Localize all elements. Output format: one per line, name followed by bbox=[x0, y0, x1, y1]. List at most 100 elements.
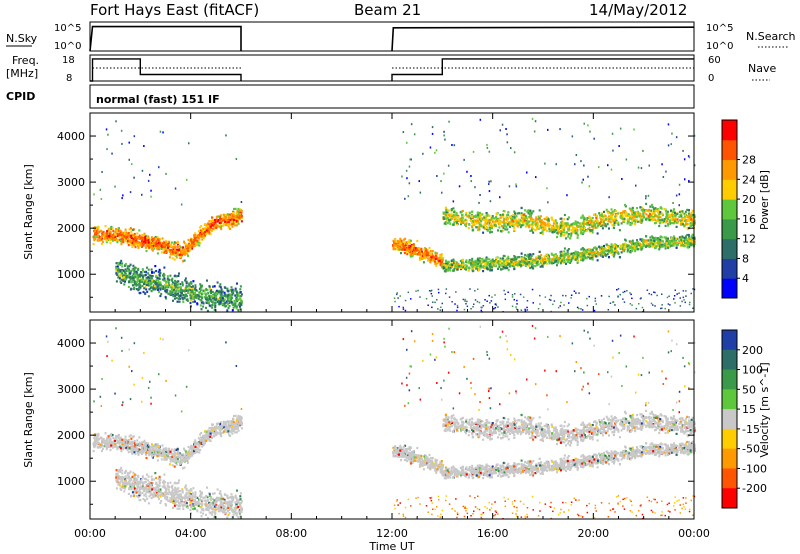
power-echo bbox=[611, 224, 614, 227]
power-echo bbox=[165, 280, 168, 283]
power-echo bbox=[582, 221, 585, 224]
power-echo bbox=[589, 216, 592, 220]
power-echo bbox=[191, 245, 194, 248]
power-echo bbox=[475, 214, 478, 217]
power-echo bbox=[122, 241, 125, 244]
power-echo bbox=[452, 214, 455, 217]
power-echo bbox=[628, 213, 630, 216]
power-echo bbox=[568, 229, 570, 232]
power-echo bbox=[158, 270, 161, 273]
power-echo bbox=[566, 231, 568, 234]
power-echo bbox=[453, 261, 456, 264]
power-echo bbox=[479, 213, 482, 216]
power-echo bbox=[609, 221, 612, 224]
power-echo bbox=[495, 224, 497, 228]
power-echo bbox=[650, 214, 653, 218]
power-echo bbox=[428, 246, 431, 250]
power-echo bbox=[123, 231, 126, 234]
power-echo bbox=[527, 262, 530, 265]
power-echo bbox=[659, 206, 662, 209]
power-echo bbox=[141, 234, 144, 237]
power-echo bbox=[564, 222, 567, 225]
power-echo bbox=[227, 218, 230, 221]
power-echo bbox=[595, 217, 598, 220]
power-echo bbox=[128, 240, 131, 243]
power-echo bbox=[189, 293, 192, 296]
power-echo bbox=[406, 253, 409, 256]
power-echo bbox=[172, 285, 174, 288]
power-echo bbox=[213, 294, 216, 297]
power-echo bbox=[128, 265, 131, 268]
power-echo bbox=[189, 248, 192, 251]
power-echo bbox=[643, 211, 646, 214]
power-echo bbox=[611, 220, 613, 223]
power-echo bbox=[646, 214, 649, 217]
power-echo bbox=[610, 215, 613, 218]
power-echo bbox=[173, 242, 176, 245]
power-echo bbox=[143, 232, 146, 235]
power-echo bbox=[174, 292, 177, 295]
power-echo bbox=[187, 238, 190, 242]
power-echo bbox=[543, 221, 546, 224]
power-echo bbox=[225, 300, 228, 303]
power-echo bbox=[218, 221, 221, 224]
power-echo bbox=[124, 262, 127, 266]
power-echo bbox=[123, 275, 126, 278]
power-echo bbox=[136, 232, 139, 235]
power-echo bbox=[441, 258, 444, 261]
power-echo bbox=[560, 260, 563, 264]
power-echo bbox=[502, 267, 505, 270]
power-echo bbox=[607, 245, 610, 248]
power-echo bbox=[528, 226, 531, 229]
power-echo bbox=[502, 219, 505, 222]
power-echo bbox=[138, 282, 141, 286]
power-echo bbox=[446, 211, 449, 214]
power-echo bbox=[554, 219, 557, 222]
power-echo bbox=[607, 212, 610, 215]
power-echo bbox=[474, 216, 477, 219]
power-echo bbox=[161, 278, 164, 281]
power-echo bbox=[611, 251, 613, 254]
power-echo bbox=[529, 266, 532, 270]
power-echo bbox=[498, 222, 501, 225]
power-echo bbox=[114, 236, 117, 239]
power-echo bbox=[503, 218, 506, 221]
power-echo bbox=[620, 251, 623, 254]
power-echo bbox=[232, 211, 234, 214]
power-echo bbox=[588, 226, 591, 229]
power-echo bbox=[570, 223, 573, 226]
power-echo bbox=[193, 244, 196, 247]
power-echo bbox=[165, 241, 168, 244]
power-echo bbox=[104, 225, 107, 228]
power-echo bbox=[141, 245, 143, 248]
power-echo bbox=[230, 223, 233, 227]
power-echo bbox=[629, 217, 632, 220]
power-echo bbox=[654, 207, 657, 210]
freq-lines bbox=[90, 58, 694, 82]
power-echo bbox=[659, 211, 662, 214]
power-echo bbox=[200, 298, 203, 301]
power-echo bbox=[208, 294, 211, 297]
power-echo bbox=[477, 215, 480, 218]
power-echo bbox=[166, 243, 169, 246]
power-echo bbox=[185, 285, 188, 288]
power-echo bbox=[233, 218, 235, 222]
power-echo bbox=[512, 223, 515, 226]
power-echo bbox=[142, 241, 145, 244]
power-echo bbox=[462, 220, 465, 223]
power-echo bbox=[161, 246, 164, 249]
power-echo bbox=[596, 220, 599, 223]
power-echo bbox=[653, 207, 656, 210]
power-echo bbox=[172, 246, 175, 249]
power-echo bbox=[164, 289, 167, 292]
power-echo bbox=[219, 293, 222, 296]
power-echo bbox=[173, 258, 176, 261]
power-echo bbox=[159, 245, 162, 248]
power-echo bbox=[173, 297, 176, 300]
power-echo bbox=[120, 278, 123, 281]
power-echo bbox=[209, 228, 212, 231]
power-echo bbox=[174, 245, 176, 248]
power-echo bbox=[471, 221, 474, 224]
power-echo bbox=[482, 231, 485, 234]
